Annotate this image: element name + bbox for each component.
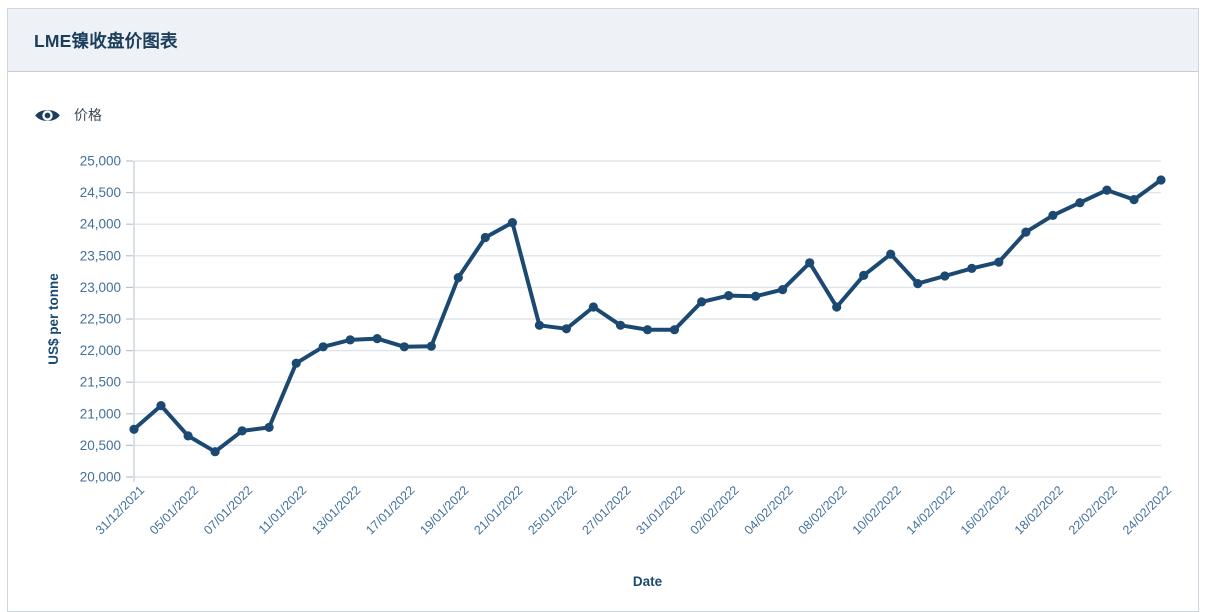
eye-icon bbox=[35, 109, 60, 121]
x-tick-label: 27/01/2022 bbox=[579, 483, 633, 537]
data-point[interactable] bbox=[237, 426, 247, 436]
y-tick-label: 24,000 bbox=[80, 217, 121, 232]
data-point[interactable] bbox=[724, 291, 734, 301]
y-tick-label: 22,000 bbox=[80, 343, 121, 358]
x-tick-label: 17/01/2022 bbox=[363, 483, 417, 537]
data-point[interactable] bbox=[940, 271, 950, 281]
data-point[interactable] bbox=[291, 358, 301, 368]
data-point[interactable] bbox=[669, 325, 680, 335]
data-point[interactable] bbox=[183, 431, 193, 441]
data-point[interactable] bbox=[507, 218, 517, 228]
y-tick-label: 20,000 bbox=[80, 470, 121, 485]
x-tick-label: 19/01/2022 bbox=[417, 483, 471, 537]
x-tick-label: 10/02/2022 bbox=[850, 483, 904, 537]
x-tick-label: 25/01/2022 bbox=[525, 483, 579, 537]
x-tick-label: 11/01/2022 bbox=[256, 483, 310, 537]
data-point[interactable] bbox=[129, 424, 139, 434]
y-tick-label: 23,500 bbox=[80, 248, 121, 263]
data-point[interactable] bbox=[480, 232, 490, 243]
data-point[interactable] bbox=[615, 320, 626, 330]
data-point[interactable] bbox=[913, 279, 923, 289]
y-tick-label: 23,000 bbox=[80, 280, 121, 295]
x-tick-label: 04/02/2022 bbox=[742, 483, 796, 537]
y-tick-label: 20,500 bbox=[80, 438, 121, 453]
y-tick-label: 25,000 bbox=[80, 154, 121, 169]
data-point[interactable] bbox=[561, 324, 572, 334]
data-point[interactable] bbox=[264, 422, 274, 432]
data-point[interactable] bbox=[210, 447, 220, 457]
data-point[interactable] bbox=[1102, 185, 1112, 195]
x-axis-title: Date bbox=[633, 574, 663, 589]
data-point[interactable] bbox=[642, 325, 653, 335]
data-point[interactable] bbox=[994, 257, 1004, 267]
data-point[interactable] bbox=[751, 291, 761, 301]
data-point[interactable] bbox=[1129, 195, 1139, 205]
data-point[interactable] bbox=[426, 341, 436, 351]
data-point[interactable] bbox=[1021, 227, 1031, 237]
x-tick-label: 31/12/2021 bbox=[93, 483, 147, 537]
data-point[interactable] bbox=[453, 273, 463, 283]
data-point[interactable] bbox=[886, 249, 896, 259]
data-point[interactable] bbox=[1048, 210, 1058, 220]
y-tick-label: 22,500 bbox=[80, 312, 121, 327]
data-point[interactable] bbox=[832, 302, 842, 312]
price-line[interactable] bbox=[132, 178, 1163, 454]
x-tick-label: 08/02/2022 bbox=[796, 483, 850, 537]
price-chart[interactable]: 20,000 20,500 21,000 21,500 22,000 22,500 23,0… bbox=[8, 9, 1198, 611]
data-point[interactable] bbox=[1075, 198, 1085, 208]
legend-item-price[interactable]: 价格 bbox=[34, 105, 102, 125]
data-point[interactable] bbox=[318, 342, 328, 352]
data-point[interactable] bbox=[778, 285, 788, 295]
y-tick-label: 24,500 bbox=[80, 185, 121, 200]
x-tick-label: 22/02/2022 bbox=[1066, 483, 1120, 537]
data-point[interactable] bbox=[588, 302, 599, 312]
x-tick-label: 24/02/2022 bbox=[1120, 483, 1174, 537]
x-tick-label: 05/01/2022 bbox=[147, 483, 201, 537]
data-point[interactable] bbox=[156, 401, 166, 411]
chart-area: 20,000 20,500 21,000 21,500 22,000 22,500 23,0… bbox=[8, 9, 1198, 611]
x-tick-label: 07/01/2022 bbox=[201, 483, 255, 537]
legend-label: 价格 bbox=[74, 107, 102, 123]
chart-panel: LME镍收盘价图表 价格 20,000 20,500 21,000 21,500 22,… bbox=[7, 8, 1199, 612]
x-tick-label: 13/01/2022 bbox=[309, 483, 363, 537]
x-tick-label: 21/01/2022 bbox=[471, 483, 525, 537]
y-tick-label: 21,000 bbox=[80, 406, 121, 421]
data-point[interactable] bbox=[399, 342, 409, 352]
y-tick-label: 21,500 bbox=[80, 375, 121, 390]
data-point[interactable] bbox=[345, 335, 355, 345]
data-point[interactable] bbox=[372, 334, 382, 344]
x-tick-label: 18/02/2022 bbox=[1012, 483, 1066, 537]
x-tick-label: 02/02/2022 bbox=[688, 483, 742, 537]
data-point[interactable] bbox=[534, 320, 545, 330]
x-tick-label: 31/01/2022 bbox=[634, 483, 688, 537]
x-tick-label: 14/02/2022 bbox=[904, 483, 958, 537]
x-tick-label: 16/02/2022 bbox=[958, 483, 1012, 537]
y-axis-title: US$ per tonne bbox=[46, 273, 61, 365]
data-point[interactable] bbox=[805, 258, 815, 268]
chart-title: LME镍收盘价图表 bbox=[34, 30, 178, 51]
data-point[interactable] bbox=[967, 263, 977, 273]
data-point[interactable] bbox=[697, 297, 707, 307]
data-point[interactable] bbox=[859, 270, 869, 280]
data-point[interactable] bbox=[1156, 175, 1166, 185]
panel-header: LME镍收盘价图表 bbox=[8, 9, 1198, 72]
